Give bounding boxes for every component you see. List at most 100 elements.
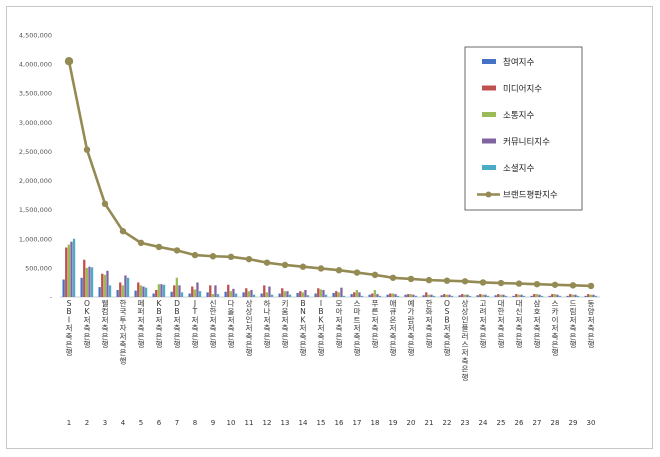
bar-2 bbox=[533, 294, 536, 297]
bar-1 bbox=[440, 295, 443, 297]
x-rank-label: 18 bbox=[371, 419, 380, 427]
bar-3 bbox=[589, 294, 592, 297]
bar-4 bbox=[340, 287, 343, 297]
line-point bbox=[263, 259, 271, 266]
x-rank-label: 2 bbox=[85, 419, 89, 427]
bar-5 bbox=[450, 295, 454, 297]
bar-2 bbox=[101, 273, 104, 297]
legend-label: 소셜지수 bbox=[503, 164, 534, 174]
bar-4 bbox=[232, 288, 235, 297]
bar-1 bbox=[152, 293, 155, 297]
x-rank-label: 30 bbox=[587, 419, 596, 427]
bar-2 bbox=[551, 294, 554, 297]
bar-3 bbox=[121, 285, 124, 297]
bar-3 bbox=[157, 284, 160, 297]
line-point bbox=[569, 282, 577, 289]
line-point bbox=[227, 253, 235, 261]
bar-2 bbox=[119, 282, 122, 297]
x-rank-label: 27 bbox=[533, 419, 542, 427]
bar-4 bbox=[250, 290, 253, 297]
line-point bbox=[407, 275, 415, 283]
x-rank-label: 9 bbox=[211, 419, 215, 427]
x-rank-label: 6 bbox=[157, 419, 162, 427]
bar-1 bbox=[260, 293, 263, 297]
bar-3 bbox=[571, 294, 574, 297]
line-point bbox=[317, 265, 325, 272]
bar-1 bbox=[566, 295, 569, 297]
line-point bbox=[119, 228, 127, 235]
bar-2 bbox=[389, 293, 392, 297]
line-point bbox=[335, 267, 343, 274]
bar-2 bbox=[173, 285, 176, 297]
bar-5 bbox=[576, 295, 580, 297]
bar-2 bbox=[587, 294, 590, 297]
line-point bbox=[299, 263, 307, 270]
bar-4 bbox=[286, 291, 289, 297]
x-rank-label: 28 bbox=[551, 419, 560, 427]
line-point bbox=[353, 269, 361, 276]
bar-1 bbox=[458, 295, 461, 297]
bar-4 bbox=[466, 294, 469, 297]
bar-3 bbox=[85, 267, 88, 297]
bar-1 bbox=[422, 295, 425, 297]
bar-2 bbox=[461, 294, 464, 297]
bar-4 bbox=[304, 290, 307, 297]
x-rank-label: 15 bbox=[317, 419, 326, 427]
bar-2 bbox=[335, 291, 338, 297]
line-point bbox=[83, 146, 91, 153]
bar-2 bbox=[569, 294, 572, 297]
line-point bbox=[137, 239, 145, 247]
y-tick-label: 4,500,000 bbox=[19, 32, 52, 40]
bar-3 bbox=[193, 289, 196, 297]
legend-swatch bbox=[482, 59, 496, 64]
line-point bbox=[497, 279, 505, 287]
bar-5 bbox=[414, 295, 418, 297]
bar-1 bbox=[170, 291, 173, 297]
bar-3 bbox=[175, 277, 178, 297]
legend-swatch bbox=[482, 165, 496, 170]
x-rank-label: 1 bbox=[67, 419, 71, 427]
line-point bbox=[551, 281, 559, 288]
x-rank-label: 13 bbox=[281, 419, 290, 427]
bars-group bbox=[62, 238, 598, 297]
legend-label: 참여지수 bbox=[503, 57, 534, 68]
y-tick-label: 4,000,000 bbox=[19, 61, 52, 69]
x-rank-label: 29 bbox=[569, 419, 578, 427]
bar-1 bbox=[548, 295, 551, 297]
line-point bbox=[64, 57, 74, 66]
legend-swatch bbox=[482, 138, 496, 144]
bar-3 bbox=[103, 274, 106, 297]
y-axis: 4,500,000 4,000,000 3,500,000 3,000,000 2,50… bbox=[19, 32, 600, 302]
bar-4 bbox=[376, 294, 379, 297]
bar-1 bbox=[116, 290, 119, 297]
bar-5 bbox=[486, 295, 490, 297]
line-point bbox=[533, 280, 541, 288]
line-point bbox=[425, 276, 433, 284]
bar-4 bbox=[430, 294, 433, 297]
bar-4 bbox=[322, 290, 325, 297]
bar-5 bbox=[108, 285, 112, 297]
x-rank-label: 21 bbox=[425, 419, 434, 427]
bar-5 bbox=[360, 295, 364, 297]
line-point bbox=[173, 247, 181, 254]
bar-3 bbox=[229, 291, 232, 297]
legend-swatch bbox=[482, 112, 496, 117]
bar-5 bbox=[540, 295, 544, 297]
bar-5 bbox=[252, 294, 256, 297]
bar-5 bbox=[504, 295, 508, 297]
bar-5 bbox=[216, 294, 220, 297]
legend-swatch bbox=[482, 85, 496, 91]
line-point bbox=[209, 253, 217, 260]
x-rank-label: 4 bbox=[121, 419, 126, 427]
